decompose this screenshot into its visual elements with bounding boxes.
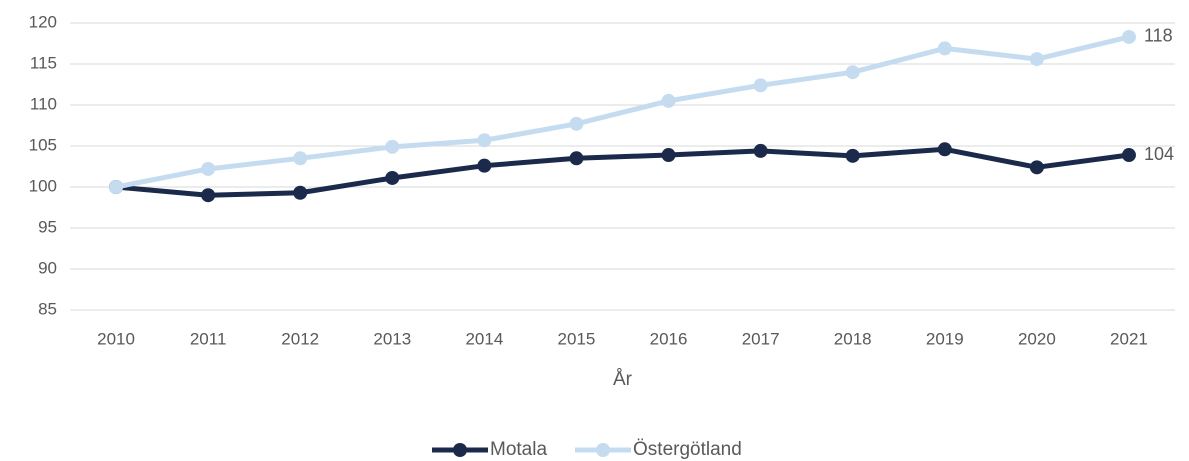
data-point (845, 148, 860, 163)
data-point (1121, 29, 1136, 44)
x-tick-label: 2021 (1110, 329, 1148, 348)
y-tick-label: 95 (38, 217, 57, 236)
y-tick-label: 110 (30, 94, 57, 113)
data-point (385, 170, 400, 185)
x-tick-label: 2012 (281, 329, 319, 348)
x-tick-label: 2018 (834, 329, 872, 348)
x-tick-label: 2014 (465, 329, 503, 348)
data-label: 118 (1144, 26, 1173, 46)
data-point (937, 41, 952, 56)
data-point (661, 148, 676, 163)
y-tick-label: 105 (29, 135, 57, 154)
y-tick-label: 100 (29, 176, 57, 195)
series-line (115, 34, 1130, 190)
data-point (661, 93, 676, 108)
y-tick-label: 120 (29, 12, 57, 31)
data-point (753, 143, 768, 158)
data-label: 104 (1144, 144, 1174, 164)
data-point (1121, 148, 1136, 163)
x-tick-label: 2011 (190, 329, 227, 348)
data-point (937, 142, 952, 157)
legend-marker (453, 443, 467, 457)
data-point (569, 151, 584, 166)
y-tick-label: 115 (30, 53, 57, 72)
data-point (753, 78, 768, 93)
x-axis-label: År (613, 369, 633, 390)
data-point (109, 180, 124, 194)
legend-label: Motala (490, 439, 547, 460)
data-point (477, 133, 492, 148)
data-point (845, 65, 860, 80)
y-tick-label: 85 (38, 299, 57, 318)
data-point (569, 116, 584, 131)
x-tick-label: 2019 (926, 329, 964, 348)
data-point (385, 139, 400, 154)
x-tick-label: 2017 (742, 329, 780, 348)
data-point (1029, 52, 1044, 67)
x-tick-label: 2015 (558, 329, 596, 348)
series-line (115, 146, 1130, 198)
x-tick-label: 2020 (1018, 329, 1056, 348)
legend-marker (596, 443, 611, 457)
x-tick-label: 2016 (650, 329, 688, 348)
data-point (293, 151, 308, 166)
data-point (201, 161, 216, 176)
data-point (477, 158, 492, 173)
data-point (1029, 160, 1044, 175)
y-tick-label: 90 (38, 258, 57, 277)
x-tick-label: 2013 (373, 329, 411, 348)
x-tick-label: 2010 (97, 329, 135, 348)
legend-label: Östergötland (633, 439, 742, 460)
data-point (293, 185, 308, 200)
data-point (201, 188, 216, 203)
